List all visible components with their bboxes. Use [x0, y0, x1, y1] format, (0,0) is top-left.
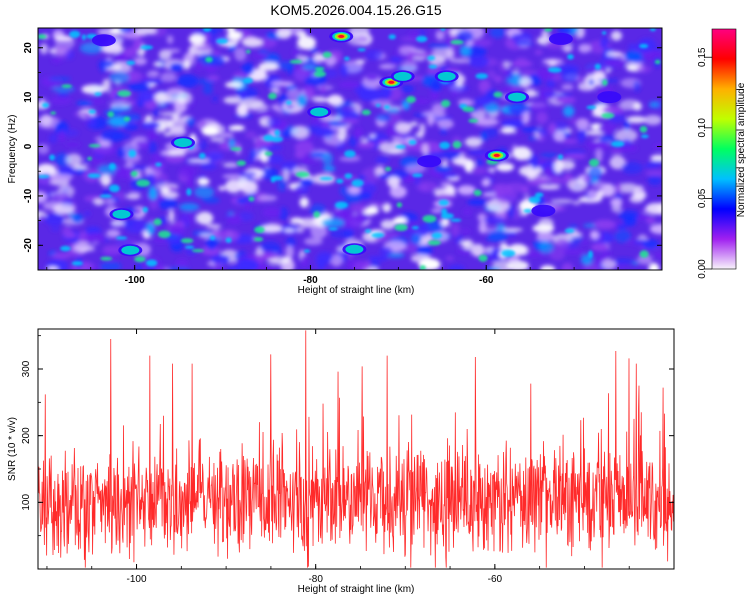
heatmap-peak: [484, 149, 509, 162]
colorbar-tick-label: 0.10: [697, 118, 708, 138]
heatmap-peak: [548, 32, 573, 45]
x-tick-label: -60: [488, 574, 503, 585]
y-tick-label: 10: [23, 91, 34, 103]
heatmap-peak: [91, 34, 116, 47]
heatmap-noise-layer: [38, 28, 662, 270]
snr-x-axis-label: Height of straight line (km): [298, 584, 415, 595]
y-tick-label: -10: [23, 188, 34, 203]
x-tick-label: -100: [125, 275, 145, 286]
heatmap-frame: [37, 27, 663, 271]
heatmap-y-axis-label: Frequency (Hz): [7, 115, 18, 184]
colorbar-tick-label: 0.05: [697, 188, 708, 208]
heatmap-peak: [531, 204, 556, 217]
y-tick-label: 20: [23, 42, 34, 54]
heatmap-peak: [390, 70, 415, 83]
heatmap-peak: [171, 136, 195, 149]
y-tick-label: -20: [23, 238, 34, 253]
snr-x-axis: -100 -80 -60: [46, 329, 675, 585]
heatmap-peak: [307, 106, 332, 118]
heatmap-peak: [505, 91, 529, 104]
colorbar-label: Normalized spectral amplitude: [736, 82, 747, 217]
heatmap-peak: [118, 244, 143, 257]
heatmap-peaks-layer: [91, 30, 622, 257]
colorbar-tick-label: 0.15: [697, 47, 708, 67]
heatmap-peak: [434, 70, 459, 83]
snr-y-axis-label: SNR (10 * v/v): [7, 417, 18, 481]
y-tick-label: 100: [21, 494, 32, 511]
snr-frame: [37, 328, 675, 570]
colorbar-axis: 0.00 0.05 0.10 0.15: [697, 47, 712, 279]
heatmap-peak: [109, 208, 134, 221]
snr-series-line: [38, 330, 674, 568]
x-tick-label: -60: [479, 275, 494, 286]
colorbar-tick-label: 0.00: [697, 259, 708, 279]
y-tick-label: 300: [21, 360, 32, 377]
x-tick-label: -80: [308, 574, 323, 585]
snr-background: [38, 329, 674, 569]
heatmap-peak: [342, 243, 367, 256]
heatmap-y-axis: -20 -10 0 10 20: [23, 42, 662, 271]
heatmap-peak: [597, 91, 622, 104]
y-tick-label: 200: [21, 427, 32, 444]
heatmap-peak: [329, 30, 354, 43]
heatmap-x-axis: -100 -80 -60: [46, 28, 663, 286]
snr-panel: -100 -80 -60 100 200 300 Height of straight …: [7, 328, 675, 595]
x-tick-label: -100: [127, 574, 147, 585]
x-tick-label: -80: [303, 275, 318, 286]
page-title: KOM5.2026.004.15.26.G15: [270, 2, 442, 18]
heatmap-x-axis-label: Height of straight line (km): [298, 285, 415, 296]
y-tick-label: 0: [23, 143, 34, 149]
colorbar: 0.00 0.05 0.10 0.15 Normalized spectral amp…: [697, 28, 747, 279]
colorbar-bar: [711, 28, 737, 270]
heatmap-peak: [417, 155, 442, 168]
snr-y-axis: 100 200 300: [21, 335, 674, 570]
